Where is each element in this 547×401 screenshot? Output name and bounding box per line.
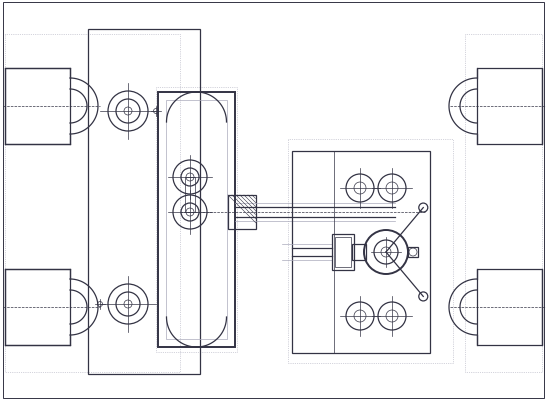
Bar [352, 244, 366, 260]
Bar [335, 237, 351, 267]
Bar [185, 178, 195, 213]
Bar [228, 196, 256, 229]
Bar [332, 235, 354, 270]
Bar [156, 88, 237, 352]
Bar [5, 269, 70, 345]
Bar [477, 269, 542, 345]
Bar [408, 247, 418, 257]
Bar [166, 101, 227, 339]
Bar [5, 69, 70, 145]
Bar [292, 152, 430, 353]
Bar [465, 35, 542, 372]
Bar [477, 69, 542, 145]
Bar [288, 140, 453, 363]
Bar [158, 93, 235, 347]
Bar [88, 30, 200, 374]
Bar [5, 35, 180, 372]
